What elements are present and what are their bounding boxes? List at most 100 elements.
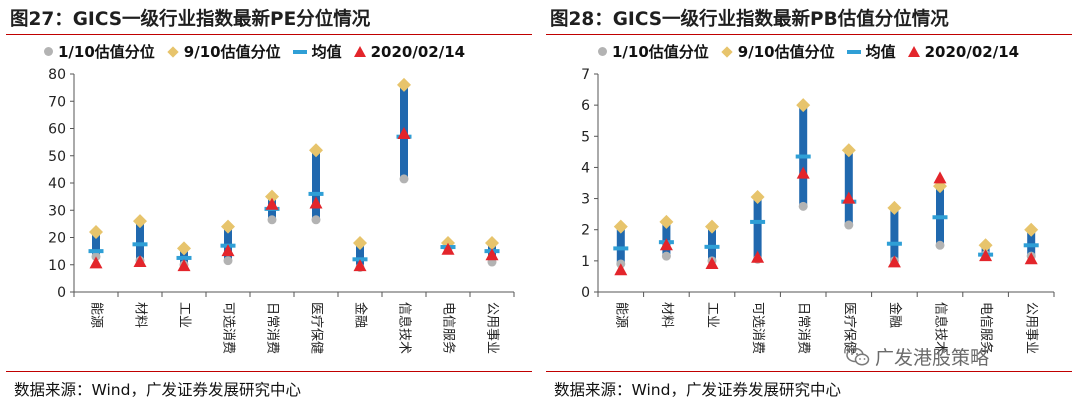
pb-x-tick-label: 日常消费 bbox=[796, 302, 811, 354]
pe-legend-current: 2020/02/14 bbox=[353, 42, 466, 61]
pb-x-tick-label: 金融 bbox=[887, 302, 903, 328]
dash-marker-icon bbox=[292, 49, 307, 54]
triangle-marker-icon bbox=[907, 46, 920, 57]
pb-legend-mean-label: 均值 bbox=[865, 43, 896, 61]
pe-legend-p10-label: 1/10估值分位 bbox=[58, 43, 155, 61]
pe-current-point bbox=[309, 196, 323, 209]
pe-p90-point bbox=[89, 225, 103, 240]
pe-y-tick-label: 20 bbox=[48, 231, 66, 247]
pb-mean-mark bbox=[1023, 243, 1039, 248]
pe-range-bar bbox=[312, 150, 320, 220]
pb-range-bar bbox=[890, 207, 899, 261]
pb-legend-current-label: 2020/02/14 bbox=[924, 42, 1020, 61]
pb-legend-mean: 均值 bbox=[846, 41, 896, 62]
pb-p10-point bbox=[661, 251, 671, 261]
pe-p90-point bbox=[397, 77, 411, 92]
pe-current-point bbox=[485, 248, 499, 261]
pb-y-tick-label: 2 bbox=[581, 223, 590, 239]
pe-legend-mean-label: 均值 bbox=[311, 43, 342, 61]
pb-current-point bbox=[614, 263, 628, 276]
pe-x-tick-label: 信息技术 bbox=[397, 302, 413, 354]
pb-range-bar bbox=[616, 226, 625, 264]
pb-mean-mark bbox=[932, 215, 948, 220]
pe-current-point bbox=[133, 255, 147, 268]
pe-range-bar bbox=[136, 221, 144, 261]
pe-chart-title: 图27：GICS一级行业指数最新PE分位情况 bbox=[10, 9, 371, 30]
pb-current-point bbox=[659, 238, 673, 251]
pb-current-point bbox=[887, 255, 901, 268]
pb-p90-point bbox=[613, 219, 628, 234]
pe-y-tick-label: 10 bbox=[48, 258, 66, 274]
pe-legend-p10: 1/10估值分位 bbox=[44, 41, 155, 62]
pe-x-tick-label: 能源 bbox=[89, 302, 104, 328]
pb-chart: 0 1 2 3 4 5 6 7 能源 材料 工业 可选消费 日常消费 医疗保健 金融 信息技术 电信服务 公用事业 bbox=[581, 67, 1055, 354]
pb-y-tick-label: 1 bbox=[581, 254, 590, 270]
pe-p90-point bbox=[353, 235, 367, 250]
triangle-marker-icon bbox=[353, 46, 366, 57]
pe-current-point bbox=[221, 244, 235, 257]
pb-p90-point bbox=[1024, 222, 1039, 237]
pe-range-bar bbox=[92, 232, 100, 257]
pe-x-tick-label: 材料 bbox=[133, 302, 148, 328]
pe-legend-p90-label: 9/10估值分位 bbox=[183, 43, 281, 61]
pb-mean-mark bbox=[704, 244, 720, 249]
pb-current-point bbox=[933, 171, 947, 184]
pb-current-point bbox=[979, 249, 993, 262]
pe-mean-mark bbox=[308, 191, 324, 196]
pe-current-point bbox=[265, 197, 279, 210]
pb-p10-point bbox=[798, 201, 808, 211]
watermark-text: 广发港股策略 bbox=[875, 347, 990, 369]
pb-mean-mark bbox=[750, 219, 766, 224]
pe-p10-point bbox=[223, 256, 233, 266]
pe-x-tick-label: 工业 bbox=[177, 302, 192, 328]
pb-p10-point bbox=[935, 240, 945, 250]
pe-current-point bbox=[353, 259, 367, 272]
pe-x-tick-label: 日常消费 bbox=[265, 302, 280, 354]
pe-legend-current-label: 2020/02/14 bbox=[370, 42, 466, 61]
pb-y-tick-label: 3 bbox=[581, 192, 590, 208]
pb-range-bar bbox=[1027, 229, 1036, 257]
pb-y-tick-label: 5 bbox=[581, 129, 590, 145]
circle-marker-icon bbox=[44, 47, 53, 56]
pb-p90-point bbox=[750, 190, 765, 205]
pb-panel: 图28：GICS一级行业指数最新PB估值分位情况 1/10估值分位 9/10估值… bbox=[546, 0, 1074, 406]
pb-p90-point bbox=[841, 143, 856, 158]
pb-p90-point bbox=[659, 214, 674, 229]
pe-source-note: 数据来源：Wind，广发证券发展研究中心 bbox=[14, 381, 301, 399]
pb-legend: 1/10估值分位 9/10估值分位 均值 2020/02/14 bbox=[598, 41, 1031, 62]
pb-p10-point bbox=[844, 220, 854, 230]
pe-p10-point bbox=[311, 215, 321, 225]
pb-source-note: 数据来源：Wind，广发证券发展研究中心 bbox=[554, 381, 841, 399]
pe-y-tick-label: 30 bbox=[48, 203, 66, 219]
pb-legend-current: 2020/02/14 bbox=[907, 42, 1020, 61]
pb-p90-point bbox=[796, 98, 811, 113]
pe-p90-point bbox=[221, 219, 235, 234]
pb-x-tick-label: 材料 bbox=[659, 302, 674, 328]
pb-current-point bbox=[1024, 252, 1038, 265]
pb-mean-mark bbox=[795, 154, 811, 159]
pe-p90-point bbox=[309, 143, 323, 158]
watermark: 广发港股策略 bbox=[846, 343, 989, 370]
pb-title-rule bbox=[546, 34, 1072, 35]
pb-range-bar bbox=[708, 226, 716, 261]
pe-range-bar bbox=[224, 226, 232, 261]
pe-range-bar bbox=[356, 242, 364, 268]
pb-current-point bbox=[705, 256, 719, 269]
pe-p90-point bbox=[265, 189, 279, 204]
pb-p90-point bbox=[978, 238, 993, 253]
pe-current-point bbox=[441, 242, 455, 255]
pe-source-rule bbox=[6, 371, 532, 372]
pe-p10-point bbox=[399, 174, 409, 184]
pe-p90-point bbox=[485, 235, 499, 250]
circle-marker-icon bbox=[598, 47, 607, 56]
pe-current-point bbox=[89, 256, 103, 269]
pb-source-rule bbox=[546, 371, 1072, 372]
pe-panel: 图27：GICS一级行业指数最新PE分位情况 1/10估值分位 9/10估值分位… bbox=[6, 0, 534, 406]
pb-chart-title: 图28：GICS一级行业指数最新PB估值分位情况 bbox=[550, 9, 949, 30]
pe-x-tick-label: 可选消费 bbox=[221, 302, 236, 354]
pe-chart: 0 10 20 30 40 50 60 70 80 能源 材料 工业 可选消费 日常消费 医疗保健 金融 信息技… bbox=[48, 67, 515, 354]
pe-x-tick-label: 公用事业 bbox=[485, 302, 500, 354]
pe-x-tick-label: 医疗保健 bbox=[309, 302, 324, 354]
pe-title-rule bbox=[6, 34, 532, 35]
pe-p10-point bbox=[267, 215, 277, 225]
